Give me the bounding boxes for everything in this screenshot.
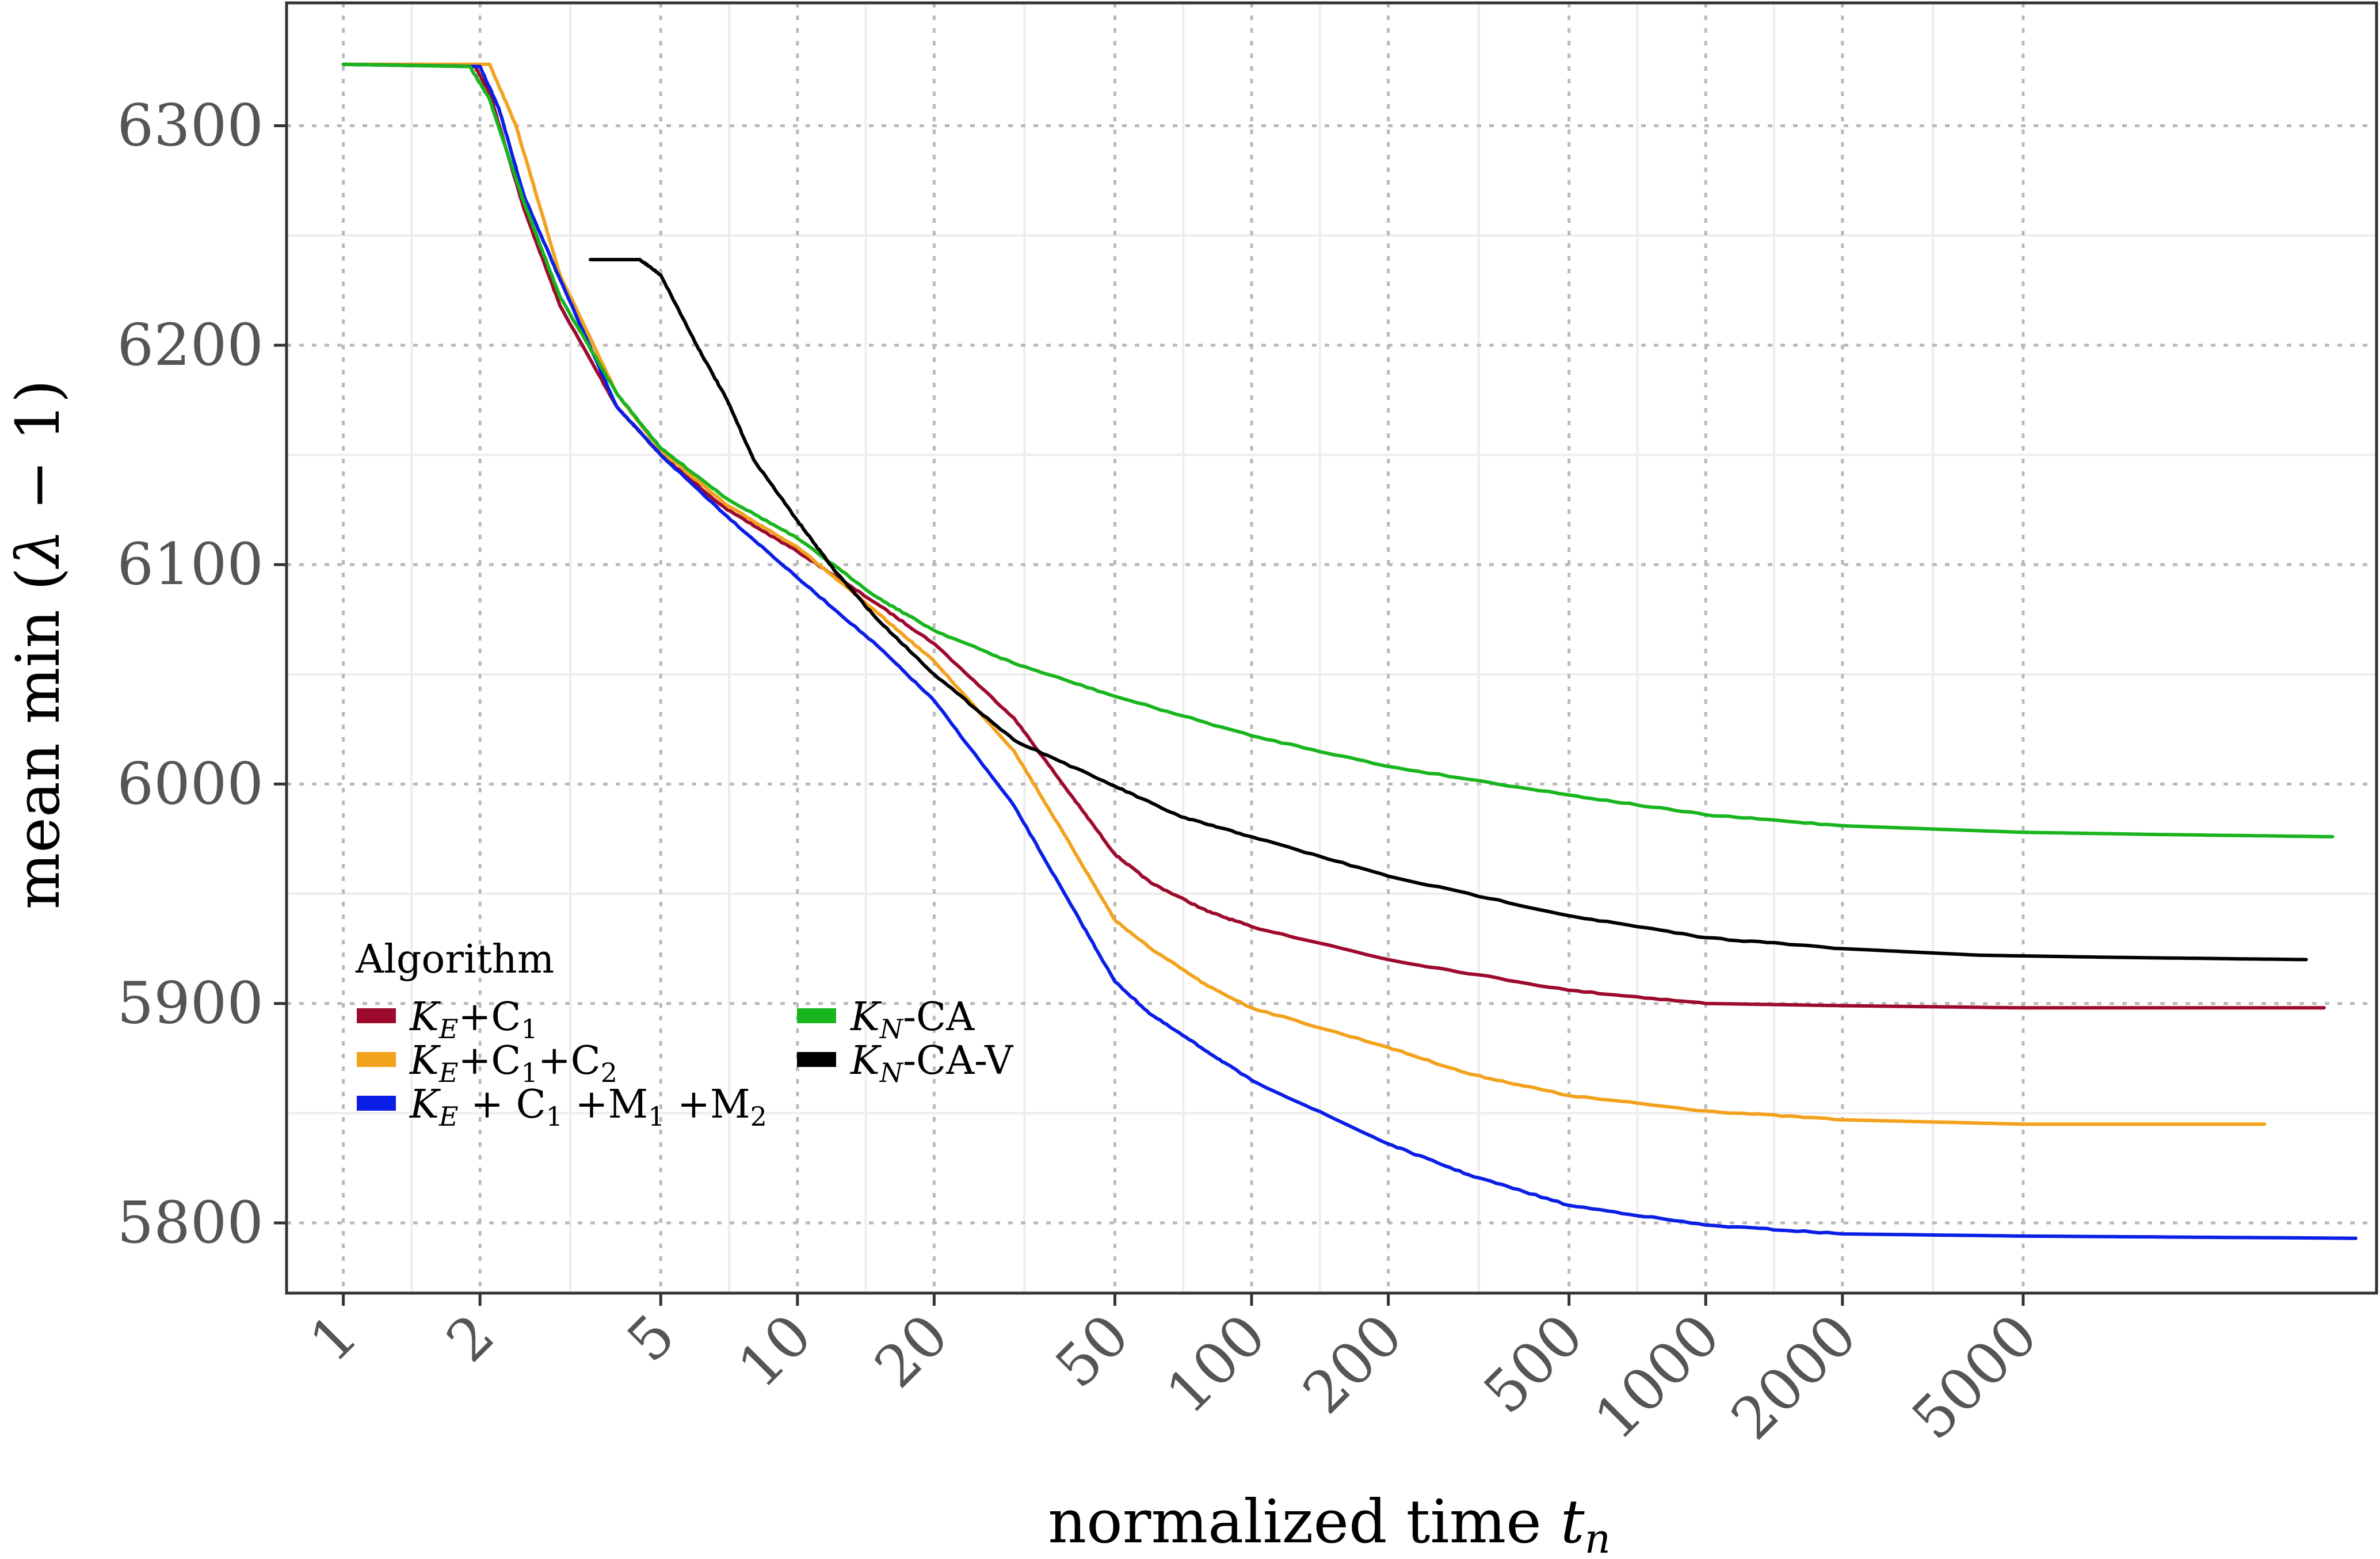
minor-gridlines	[287, 3, 2377, 1293]
legend-label-ke-c1: KE+C1	[409, 994, 538, 1045]
series-line-k-e-c-1-m-1-m-2	[341, 62, 2358, 1240]
y-tick-label: 5900	[117, 970, 264, 1037]
legend-swatch-ke-c1-c2	[357, 1052, 396, 1067]
y-tick-label: 6100	[117, 531, 264, 598]
series-line-k-n-ca	[341, 62, 2335, 838]
series-lines	[341, 62, 2358, 1240]
y-tick-label: 6200	[117, 311, 264, 379]
x-axis-ticks	[342, 1293, 2025, 1306]
y-axis-title: mean min (λ − 1)	[3, 380, 73, 910]
legend-label-ke-c1-c2: KE+C1+C2	[409, 1038, 617, 1088]
plot-panel-border	[285, 1, 2378, 1295]
legend-label-ke-c1-m1-m2: KE + C1 +M1 +M2	[409, 1082, 767, 1132]
legend: Algorithm KE+C1 KE+C1+C2 KE + C1 +M1 +M2…	[355, 937, 1014, 1132]
legend-swatch-kn-ca-v	[797, 1052, 836, 1067]
legend-title: Algorithm	[355, 937, 554, 982]
legend-swatch-ke-c1-m1-m2	[357, 1096, 396, 1111]
series-line-k-n-ca-v	[589, 258, 2308, 962]
y-axis-ticks	[274, 124, 287, 1225]
series-line-k-e-c-1-c-2	[341, 62, 2267, 1126]
y-axis-tick-labels: 5800 5900 6000 6100 6200 6300	[117, 92, 264, 1256]
y-tick-label: 5800	[117, 1189, 264, 1256]
y-tick-label: 6000	[117, 750, 264, 817]
legend-label-kn-ca: KN-CA	[849, 994, 975, 1045]
y-tick-label: 6300	[117, 92, 264, 159]
legend-swatch-ke-c1	[357, 1008, 396, 1023]
legend-swatch-kn-ca	[797, 1008, 836, 1023]
x-axis-title: normalized time tn	[1048, 1486, 1611, 1559]
series-line-k-e-c-1	[341, 62, 2326, 1010]
legend-label-kn-ca-v: KN-CA-V	[849, 1038, 1014, 1088]
